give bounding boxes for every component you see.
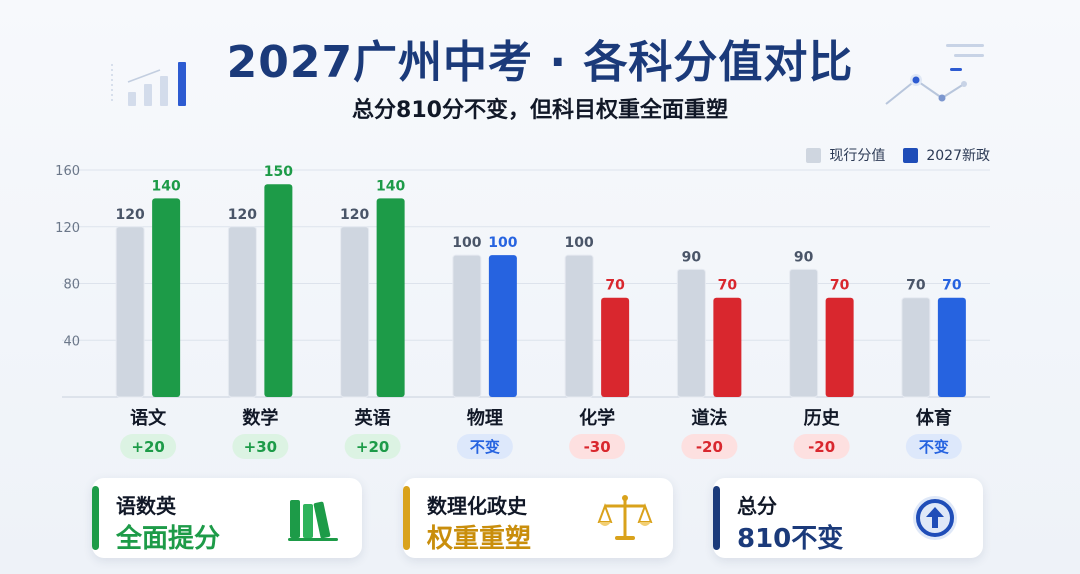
- bar-current-2: [340, 226, 370, 398]
- category-label-1: 数学: [242, 407, 278, 429]
- bar-current-7: [901, 297, 931, 398]
- change-badge-6: [793, 434, 850, 459]
- change-badge-label-1: +30: [244, 438, 277, 456]
- legend-item-new: 2027新政: [903, 145, 990, 165]
- bar-new-0: [152, 198, 181, 397]
- bar-current-1: [227, 226, 257, 398]
- legend-item-current: 现行分值: [806, 145, 885, 165]
- change-badge-label-3: 不变: [470, 438, 500, 456]
- bar-current-6: [789, 268, 819, 398]
- card-accent-bar: [403, 486, 410, 550]
- card-title: 数理化政史: [427, 494, 527, 518]
- y-tick-label: 80: [63, 278, 80, 293]
- change-badge-2: [344, 434, 401, 459]
- summary-card-core: 语数英 全面提分: [92, 478, 362, 558]
- value-label-current-0: 120: [116, 207, 145, 223]
- value-label-current-2: 120: [340, 207, 369, 223]
- bar-current-3: [452, 254, 482, 398]
- bar-chart-decoration-icon: [111, 62, 186, 106]
- card-accent-bar: [92, 486, 99, 550]
- value-label-new-5: 70: [718, 278, 738, 294]
- score-comparison-chart: 40 80 120 160 120 140 语文 +20 120 150 数学 +30 120 140 英语…: [55, 164, 990, 459]
- card-title: 总分: [737, 494, 777, 518]
- change-badge-label-0: +20: [131, 438, 164, 456]
- books-icon: [288, 500, 338, 541]
- bar-new-4: [601, 297, 630, 397]
- value-label-current-6: 90: [794, 249, 814, 265]
- summary-card-total: 总分 810不变: [713, 478, 983, 558]
- chart-legend: 现行分值 2027新政: [806, 145, 990, 165]
- category-label-6: 历史: [804, 407, 841, 429]
- summary-card-sciences: 数理化政史 权重重塑: [403, 478, 673, 558]
- y-tick-label: 40: [63, 334, 80, 349]
- change-badge-label-6: -20: [808, 438, 835, 456]
- change-badge-1: [232, 434, 289, 459]
- bar-new-1: [264, 184, 293, 397]
- card-title: 语数英: [116, 494, 176, 518]
- change-badge-4: [569, 434, 626, 459]
- value-label-new-2: 140: [376, 178, 405, 194]
- category-label-2: 英语: [354, 407, 391, 429]
- card-highlight: 810不变: [737, 524, 844, 554]
- change-badge-3: [456, 434, 513, 459]
- category-label-0: 语文: [130, 407, 167, 429]
- value-label-new-1: 150: [264, 164, 293, 180]
- legend-swatch-current: [806, 147, 822, 163]
- value-label-current-3: 100: [452, 235, 481, 251]
- value-label-current-4: 100: [565, 235, 594, 251]
- bar-new-3: [488, 255, 517, 397]
- y-tick-label: 120: [55, 221, 80, 236]
- bar-current-5: [676, 268, 706, 398]
- change-badge-5: [681, 434, 738, 459]
- card-accent-bar: [713, 486, 720, 550]
- value-label-current-5: 90: [682, 249, 702, 265]
- card-highlight: 权重重塑: [427, 524, 532, 554]
- bar-current-4: [564, 254, 594, 398]
- bar-new-6: [825, 297, 854, 397]
- line-graph-decoration-icon: [885, 44, 984, 105]
- legend-label-current: 现行分值: [829, 148, 886, 164]
- value-label-new-4: 70: [605, 278, 625, 294]
- value-label-current-1: 120: [228, 207, 257, 223]
- y-tick-label: 160: [55, 164, 80, 179]
- card-highlight: 全面提分: [116, 524, 221, 554]
- bar-new-7: [937, 297, 966, 397]
- bar-new-5: [713, 297, 742, 397]
- page-subtitle: 总分810分不变，但科目权重全面重塑: [352, 98, 728, 123]
- circle-arrow-up-icon: [913, 496, 957, 540]
- value-label-new-3: 100: [488, 235, 517, 251]
- change-badge-label-2: +20: [356, 438, 389, 456]
- bar-current-0: [115, 226, 145, 398]
- category-label-5: 道法: [691, 407, 727, 429]
- change-badge-label-5: -20: [696, 438, 723, 456]
- change-badge-7: [905, 434, 962, 459]
- legend-swatch-new: [903, 147, 919, 163]
- balance-scale-icon: [597, 495, 653, 540]
- change-badge-label-7: 不变: [919, 438, 949, 456]
- change-badge-label-4: -30: [584, 438, 611, 456]
- category-label-7: 体育: [916, 407, 952, 429]
- value-label-new-6: 70: [830, 278, 850, 294]
- bar-new-2: [376, 198, 405, 397]
- legend-label-new: 2027新政: [926, 148, 990, 164]
- value-label-new-0: 140: [152, 178, 181, 194]
- change-badge-0: [120, 434, 177, 459]
- category-label-4: 化学: [579, 407, 615, 429]
- value-label-current-7: 70: [906, 278, 926, 294]
- page-title: 2027广州中考 · 各科分值对比: [226, 37, 854, 88]
- category-label-3: 物理: [467, 407, 503, 429]
- value-label-new-7: 70: [942, 278, 962, 294]
